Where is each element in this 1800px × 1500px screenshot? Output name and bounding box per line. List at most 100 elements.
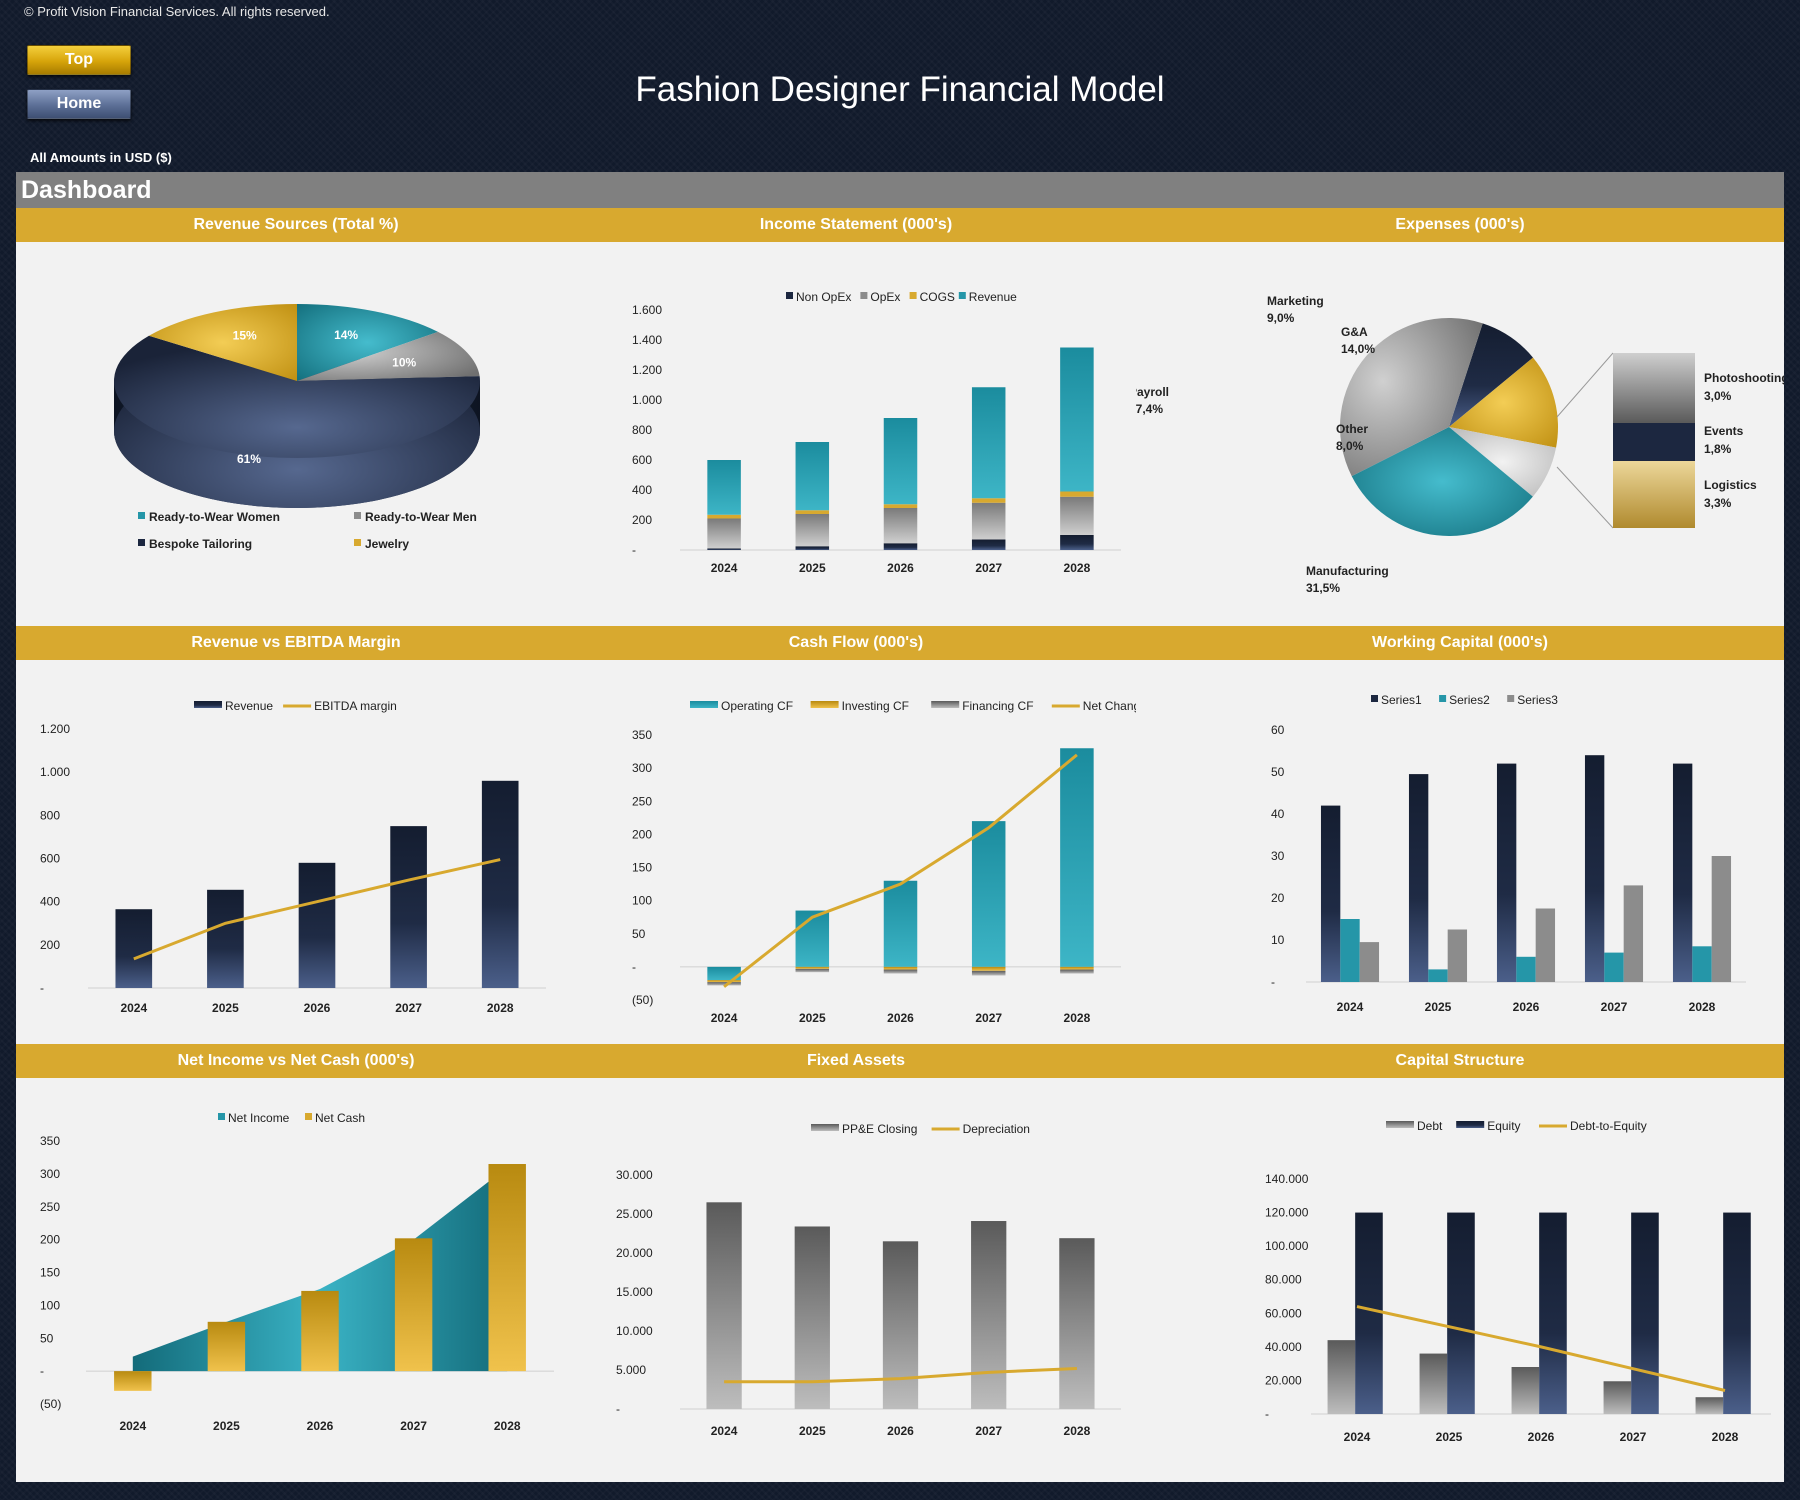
bar xyxy=(115,909,153,988)
y-tick-label: 800 xyxy=(632,423,652,437)
operating-cf-bar xyxy=(1060,748,1094,967)
net-income-cash-chart: (50) - 50 100 150 200 250 300 350 2024 2025 2026 202… xyxy=(16,1078,576,1482)
legend-swatch xyxy=(1439,695,1447,702)
bar xyxy=(1672,763,1693,982)
bar-segment xyxy=(971,539,1006,550)
net-cash-bar xyxy=(394,1238,433,1372)
bar-segment xyxy=(883,508,918,544)
section-bar-row3 xyxy=(16,1044,1784,1078)
depreciation-line xyxy=(724,1366,1077,1384)
y-tick-label: 50 xyxy=(1271,765,1285,779)
financing-cf-bar xyxy=(971,970,1006,976)
working-capital-chart: - 10 20 30 40 50 60 2024 2025 2026 2027 2028 Series1… xyxy=(1136,660,1784,1044)
y-tick-label: 120.000 xyxy=(1265,1206,1309,1220)
legend-label: Ready-to-Wear Men xyxy=(365,510,477,524)
legend-label: EBITDA margin xyxy=(314,699,397,713)
x-tick-label: 2027 xyxy=(1601,1000,1628,1014)
legend-label: Financing CF xyxy=(962,699,1033,713)
page-title: Fashion Designer Financial Model xyxy=(635,70,1165,109)
x-tick-label: 2024 xyxy=(711,561,738,575)
legend-label: Net Income xyxy=(228,1111,290,1125)
section-title-income-statement: Income Statement (000's) xyxy=(759,216,953,233)
y-tick-label: - xyxy=(616,1402,620,1416)
legend-swatch xyxy=(810,701,839,708)
investing-cf-bar xyxy=(883,966,918,970)
y-tick-label: - xyxy=(1271,975,1275,989)
y-tick-label: 30.000 xyxy=(616,1168,653,1182)
pie-value-label: 10% xyxy=(392,355,416,369)
investing-cf-bar xyxy=(1060,966,1094,970)
y-tick-label: 600 xyxy=(40,852,60,866)
pie-slice xyxy=(1340,318,1483,477)
fixed-assets-chart: - 5.000 10.000 15.000 20.000 25.000 30.000 2024… xyxy=(576,1078,1136,1482)
legend-label: Revenue xyxy=(225,699,273,713)
equity-bar xyxy=(1355,1212,1383,1414)
expenses-chart: Marketing 9,0% G&A 14,0% Other 8,0% Manufactur… xyxy=(1136,242,1784,626)
section-title-working-capital: Working Capital (000's) xyxy=(1372,634,1548,651)
home-button[interactable]: Home xyxy=(27,89,131,119)
equity-bar xyxy=(1723,1212,1751,1414)
y-tick-label: - xyxy=(632,543,636,557)
bar xyxy=(1604,952,1624,982)
x-tick-label: 2028 xyxy=(1064,561,1091,575)
section-title-expenses: Expenses (000's) xyxy=(1395,216,1525,233)
legend-swatch xyxy=(354,512,361,519)
bar-segment xyxy=(883,418,918,505)
y-tick-label: 50 xyxy=(632,927,646,941)
bar xyxy=(1623,885,1644,982)
bar-segment xyxy=(707,460,741,515)
y-tick-label: 200 xyxy=(40,938,60,952)
y-tick-label: 150 xyxy=(40,1266,60,1280)
top-button[interactable]: Top xyxy=(27,45,131,75)
y-tick-label: 350 xyxy=(632,728,652,742)
x-tick-label: 2028 xyxy=(487,1001,514,1015)
pie-value-label: 15% xyxy=(233,329,257,343)
legend-swatch xyxy=(931,701,960,708)
y-tick-label: 200 xyxy=(40,1233,60,1247)
legend-label: Debt-to-Equity xyxy=(1570,1119,1647,1133)
x-tick-label: 2024 xyxy=(1344,1430,1371,1444)
legend-label: Series3 xyxy=(1517,693,1558,707)
pie-slice xyxy=(1449,357,1558,448)
pie-slice xyxy=(1449,427,1557,497)
y-tick-label: 20.000 xyxy=(616,1246,653,1260)
y-tick-label: 100 xyxy=(632,894,652,908)
x-tick-label: 2024 xyxy=(119,1419,146,1433)
x-tick-label: 2025 xyxy=(1436,1430,1463,1444)
pie-value-label: 9,0% xyxy=(1267,311,1295,325)
x-tick-label: 2025 xyxy=(799,561,826,575)
y-tick-label: 1.200 xyxy=(40,722,70,736)
financing-cf-bar xyxy=(1060,969,1094,974)
bar-segment xyxy=(883,543,918,550)
y-tick-label: 350 xyxy=(40,1134,60,1148)
breakout-value: 3,0% xyxy=(1704,389,1732,403)
pie-category-label: G&A xyxy=(1341,325,1368,339)
section-title-net-income-cash: Net Income vs Net Cash (000's) xyxy=(177,1052,415,1069)
pie-category-label: Manufacturing xyxy=(1306,564,1389,578)
financing-cf-bar xyxy=(707,982,741,986)
ppe-bar xyxy=(706,1202,742,1409)
bar-segment xyxy=(707,548,741,550)
legend-label: Series1 xyxy=(1381,693,1422,707)
y-tick-label: 1.000 xyxy=(632,393,662,407)
bar xyxy=(481,780,519,988)
bar xyxy=(1408,774,1429,982)
x-tick-label: 2025 xyxy=(212,1001,239,1015)
x-tick-label: 2028 xyxy=(1064,1011,1091,1025)
equity-bar xyxy=(1447,1212,1475,1414)
legend-label: PP&E Closing xyxy=(842,1122,917,1136)
bar-segment xyxy=(795,442,830,511)
breakout-segment xyxy=(1613,423,1695,461)
y-tick-label: 15.000 xyxy=(616,1285,653,1299)
bar xyxy=(1711,856,1732,982)
breakout-connector xyxy=(1556,352,1614,418)
bar-segment xyxy=(971,498,1006,503)
revenue-sources-chart: 14% 10% 61% 15% Ready-to-Wear Women Ready-to-… xyxy=(16,242,576,626)
section-bar-row2 xyxy=(16,626,1784,660)
legend-label: Net Cash xyxy=(315,1111,365,1125)
bar-segment xyxy=(795,546,830,550)
y-tick-label: 10 xyxy=(1271,933,1285,947)
breakout-segment xyxy=(1613,353,1695,423)
investing-cf-bar xyxy=(707,980,741,983)
ppe-bar xyxy=(1059,1238,1095,1409)
